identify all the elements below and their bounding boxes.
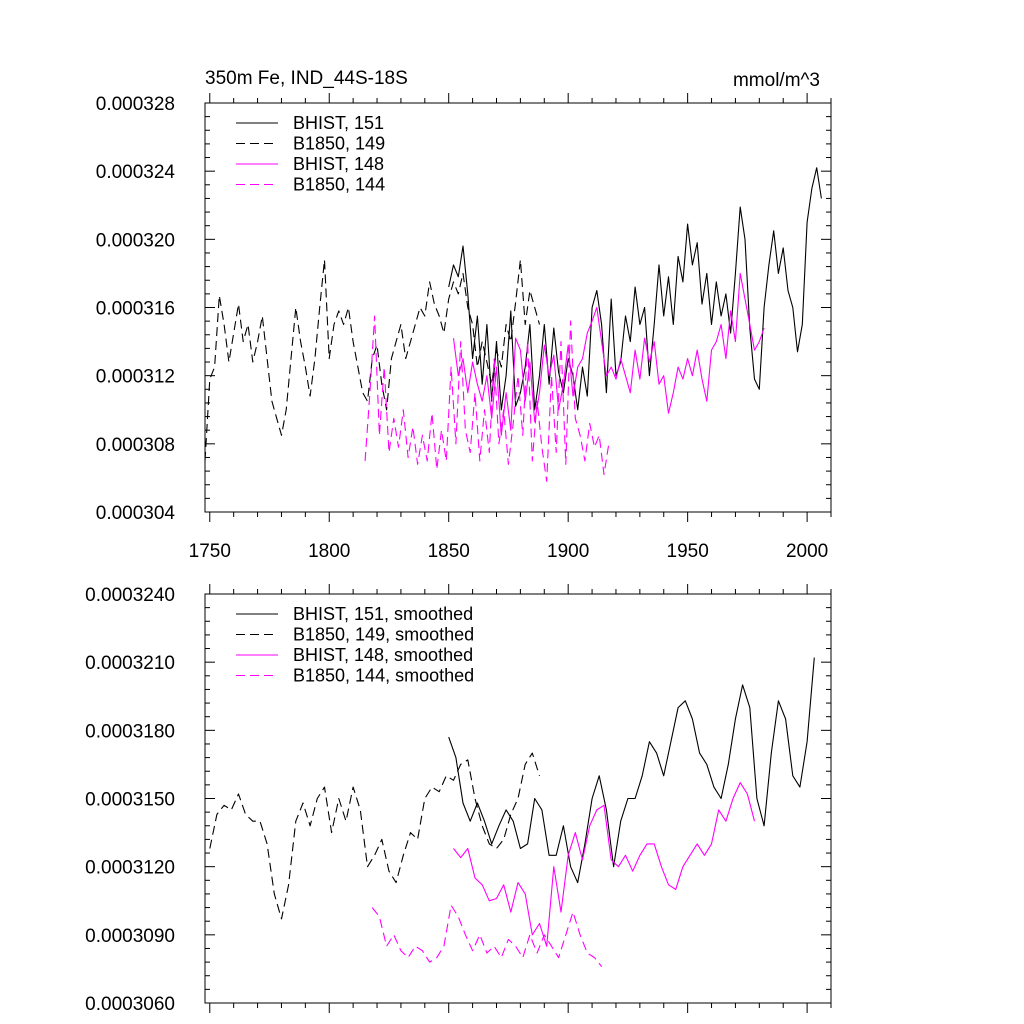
y-tick-label: 0.000316 bbox=[96, 299, 175, 320]
x-tick-label: 1900 bbox=[547, 541, 589, 562]
y-tick-label: 0.0003240 bbox=[85, 585, 175, 606]
series-line-2 bbox=[453, 782, 756, 947]
legend-label: B1850, 144 bbox=[293, 175, 385, 195]
series-top bbox=[204, 167, 822, 482]
y-tick-label: 0.0003090 bbox=[85, 926, 175, 947]
y-tick-label: 0.000308 bbox=[96, 435, 175, 456]
series-line-3 bbox=[364, 315, 610, 482]
legend-label: BHIST, 148 bbox=[293, 154, 384, 174]
y-tick-label: 0.000312 bbox=[96, 367, 175, 388]
ticks-bottom bbox=[205, 584, 832, 1013]
y-tick-label: 0.000324 bbox=[96, 162, 176, 183]
y-tick-label: 0.0003120 bbox=[85, 858, 175, 879]
series-line-2 bbox=[452, 272, 765, 436]
legend-label: B1850, 149 bbox=[293, 134, 385, 154]
tick-labels-top: 1750 1800 1850 1900 1950 2000 0.000304 0.000308… bbox=[96, 94, 828, 562]
legend-label: B1850, 149, smoothed bbox=[293, 625, 474, 645]
y-tick-label: 0.0003150 bbox=[85, 790, 175, 811]
y-tick-label: 0.000328 bbox=[96, 94, 175, 115]
legend-label: B1850, 144, smoothed bbox=[293, 666, 474, 686]
series-line-1 bbox=[209, 752, 541, 920]
x-tick-label: 1800 bbox=[308, 541, 350, 562]
legend-label: BHIST, 151 bbox=[293, 113, 384, 133]
panel-bottom: 0.0003060 0.0003090 0.0003120 0.0003150 0.00… bbox=[85, 584, 832, 1015]
panel-top: 350m Fe, IND_44S-18S mmol/m^3 1750 1800 18… bbox=[96, 68, 832, 562]
legend-label: BHIST, 148, smoothed bbox=[293, 645, 473, 665]
units-label: mmol/m^3 bbox=[733, 70, 820, 91]
y-tick-label: 0.000304 bbox=[96, 503, 176, 524]
legend-label: BHIST, 151, smoothed bbox=[293, 604, 473, 624]
y-tick-label: 0.0003060 bbox=[85, 994, 175, 1015]
series-line-0 bbox=[448, 167, 822, 411]
series-bottom bbox=[209, 657, 815, 967]
chart-title: 350m Fe, IND_44S-18S bbox=[205, 68, 408, 89]
ticks-top bbox=[205, 93, 832, 522]
y-tick-label: 0.0003180 bbox=[85, 721, 175, 742]
tick-labels-bottom: 0.0003060 0.0003090 0.0003120 0.0003150 0.00… bbox=[85, 585, 175, 1015]
y-tick-label: 0.0003210 bbox=[85, 653, 175, 674]
x-tick-label: 2000 bbox=[786, 541, 828, 562]
series-line-3 bbox=[371, 904, 603, 967]
series-line-0 bbox=[448, 657, 815, 884]
x-tick-label: 1950 bbox=[667, 541, 709, 562]
series-line-1 bbox=[204, 259, 541, 461]
x-tick-label: 1850 bbox=[428, 541, 470, 562]
x-tick-label: 1750 bbox=[189, 541, 231, 562]
y-tick-label: 0.000320 bbox=[96, 230, 175, 251]
